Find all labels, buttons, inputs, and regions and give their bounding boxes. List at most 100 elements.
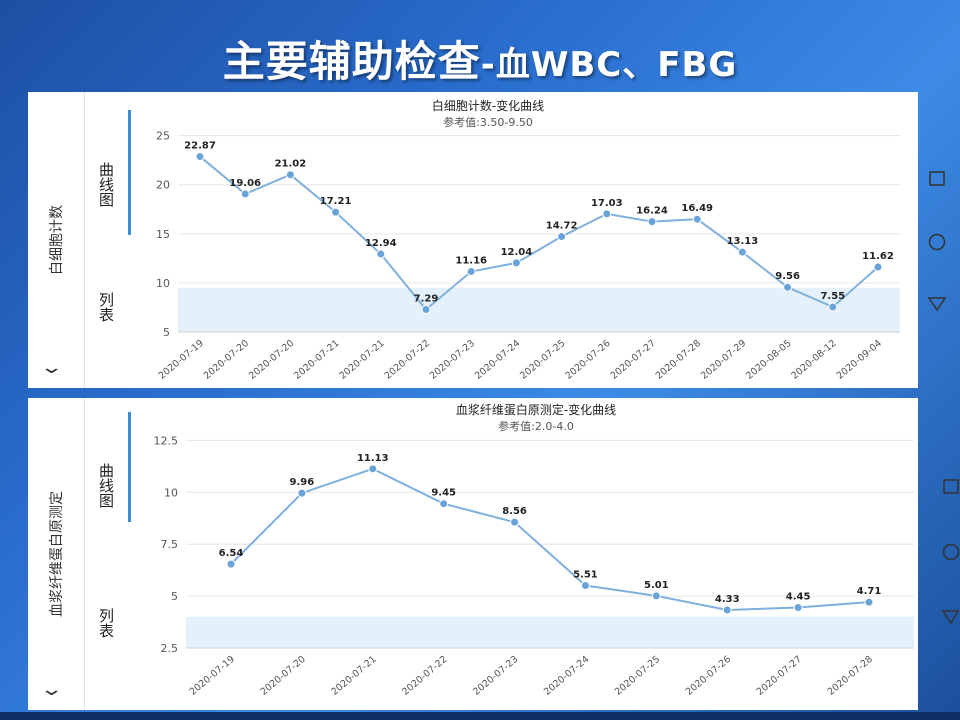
fbg-data-label: 9.45 <box>431 488 456 499</box>
fbg-xtick-label: 2020-07-20 <box>258 654 307 698</box>
square-icon[interactable] <box>942 478 960 496</box>
chevron-down-icon[interactable]: ⌄ <box>39 679 64 700</box>
triangle-down-icon[interactable] <box>941 608 960 626</box>
wbc-data-label: 16.24 <box>636 206 668 217</box>
fbg-reference-band <box>186 616 914 648</box>
fbg-data-point <box>793 603 803 613</box>
footer-strip <box>0 712 960 720</box>
tab-active-indicator <box>128 110 131 235</box>
fbg-data-label: 11.13 <box>357 453 389 464</box>
wbc-data-label: 11.16 <box>455 256 487 267</box>
fbg-data-label: 9.96 <box>290 477 315 488</box>
wbc-tabbar: 曲线图 列表 <box>86 92 134 388</box>
fbg-xtick-label: 2020-07-19 <box>188 654 237 698</box>
wbc-data-point <box>783 282 793 292</box>
fbg-xtick-label: 2020-07-21 <box>329 654 378 698</box>
wbc-xtick-label: 2020-07-29 <box>699 338 748 382</box>
wbc-side-column: 白细胞计数 ⌄ <box>28 92 85 388</box>
fbg-ytick-label: 10 <box>164 486 178 499</box>
wbc-xtick-label: 2020-07-20 <box>202 338 251 382</box>
wbc-data-point <box>240 189 250 199</box>
slide-title-sub: -血WBC、FBG <box>480 45 738 85</box>
wbc-xtick-label: 2020-07-22 <box>383 338 432 382</box>
wbc-data-point <box>376 249 386 259</box>
wbc-data-point <box>331 207 341 217</box>
wbc-data-label: 11.62 <box>862 251 894 262</box>
wbc-xtick-label: 2020-07-24 <box>473 338 522 382</box>
wbc-data-label: 13.13 <box>727 236 759 247</box>
tab-curve[interactable]: 曲线图 <box>97 162 115 207</box>
wbc-data-label: 17.21 <box>320 196 352 207</box>
wbc-xtick-label: 2020-07-28 <box>654 338 703 382</box>
wbc-data-point <box>692 214 702 224</box>
wbc-chart-panel: 白细胞计数 ⌄ 曲线图 列表 白细胞计数-变化曲线 参考值:3.50-9.50 5 1… <box>28 92 918 388</box>
circle-icon[interactable] <box>927 232 947 252</box>
tab-list[interactable]: 列表 <box>97 608 115 638</box>
fbg-data-label: 4.45 <box>786 592 811 603</box>
fbg-data-label: 8.56 <box>502 506 527 517</box>
fbg-data-label: 5.01 <box>644 580 669 591</box>
circle-icon[interactable] <box>941 542 960 562</box>
wbc-xtick-label: 2020-07-26 <box>563 338 612 382</box>
slide-title: 主要辅助检查-血WBC、FBG <box>0 28 960 89</box>
fbg-ytick-label: 5 <box>171 590 178 603</box>
fbg-data-label: 6.54 <box>219 548 244 559</box>
wbc-data-point <box>557 232 567 242</box>
wbc-chart-title: 白细胞计数-变化曲线 <box>432 98 544 113</box>
fbg-xtick-label: 2020-07-22 <box>400 654 449 698</box>
fbg-tabbar: 曲线图 列表 <box>86 398 134 710</box>
fbg-data-point <box>297 488 307 498</box>
triangle-down-icon[interactable] <box>927 295 947 313</box>
fbg-chart-title: 血浆纤维蛋白原测定-变化曲线 <box>456 402 616 417</box>
fbg-ytick-label: 7.5 <box>161 538 179 551</box>
fbg-data-point <box>226 559 236 569</box>
wbc-data-point <box>466 267 476 277</box>
fbg-data-point <box>864 597 874 607</box>
fbg-data-label: 4.71 <box>857 586 882 597</box>
wbc-xtick-label: 2020-07-21 <box>292 338 341 382</box>
wbc-data-point <box>602 209 612 219</box>
wbc-xtick-label: 2020-07-19 <box>157 338 206 382</box>
wbc-xtick-label: 2020-07-25 <box>518 338 567 382</box>
square-icon[interactable] <box>928 170 946 188</box>
wbc-xtick-label: 2020-07-20 <box>247 338 296 382</box>
fbg-xtick-label: 2020-07-24 <box>542 654 591 698</box>
wbc-data-point <box>647 217 657 227</box>
fbg-side-column: 血浆纤维蛋白原测定 ⌄ <box>28 398 85 710</box>
tab-list[interactable]: 列表 <box>97 292 115 322</box>
fbg-data-label: 4.33 <box>715 594 740 605</box>
wbc-ytick-label: 15 <box>156 228 170 241</box>
wbc-data-label: 7.29 <box>414 294 439 305</box>
wbc-xtick-label: 2020-07-21 <box>337 338 386 382</box>
fbg-ytick-label: 12.5 <box>154 434 179 447</box>
wbc-data-label: 17.03 <box>591 198 623 209</box>
fbg-data-label: 5.51 <box>573 570 598 581</box>
fbg-xtick-label: 2020-07-28 <box>826 654 875 698</box>
wbc-data-point <box>828 302 838 312</box>
fbg-series-line <box>230 467 870 612</box>
fbg-xtick-label: 2020-07-25 <box>613 654 662 698</box>
wbc-reference-band <box>178 287 900 332</box>
fbg-data-point <box>651 591 661 601</box>
fbg-chart-panel: 血浆纤维蛋白原测定 ⌄ 曲线图 列表 血浆纤维蛋白原测定-变化曲线 参考值:2.0… <box>28 398 918 710</box>
tab-active-indicator <box>128 412 131 522</box>
wbc-data-label: 16.49 <box>681 203 713 214</box>
tab-curve[interactable]: 曲线图 <box>97 463 115 508</box>
fbg-xtick-label: 2020-07-26 <box>684 654 733 698</box>
slide-title-main: 主要辅助检查 <box>222 37 481 86</box>
wbc-data-label: 12.04 <box>501 247 533 258</box>
wbc-data-point <box>285 170 295 180</box>
wbc-xtick-label: 2020-08-12 <box>789 338 838 382</box>
wbc-xtick-label: 2020-08-05 <box>744 338 793 382</box>
fbg-data-point <box>722 605 732 615</box>
wbc-data-label: 21.02 <box>275 159 307 170</box>
fbg-chart-subtitle: 参考值:2.0-4.0 <box>498 419 574 433</box>
wbc-data-label: 22.87 <box>184 141 216 152</box>
wbc-series-line <box>199 155 879 311</box>
chevron-down-icon[interactable]: ⌄ <box>39 357 64 378</box>
wbc-xtick-label: 2020-07-23 <box>428 338 477 382</box>
wbc-ytick-label: 5 <box>163 326 170 339</box>
wbc-chart-subtitle: 参考值:3.50-9.50 <box>443 115 533 129</box>
wbc-data-point <box>195 152 205 162</box>
